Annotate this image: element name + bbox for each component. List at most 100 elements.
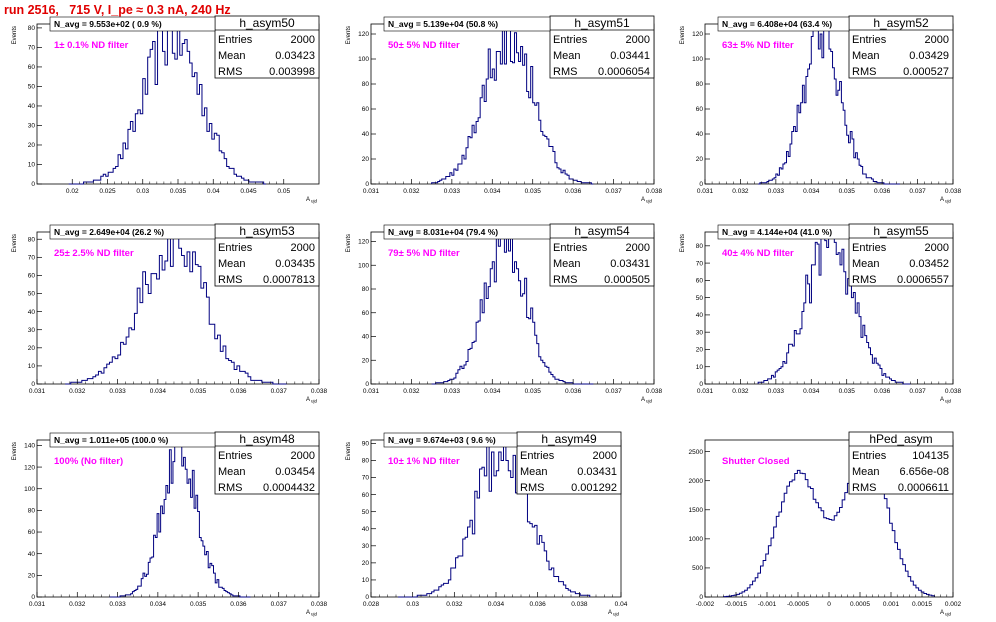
run-title: run 2516, 715 V, I_pe ≈ 0.3 nA, 240 Hz bbox=[4, 3, 231, 17]
y-tick-label: 0 bbox=[365, 181, 369, 188]
n-avg-box: N_avg = 6.408e+04 (63.4 %) bbox=[717, 16, 850, 32]
y-tick-label: 80 bbox=[362, 286, 370, 293]
y-tick-label: 80 bbox=[28, 236, 36, 243]
stat-label: RMS bbox=[218, 482, 242, 494]
histogram-panel-h_asym49: 0.028 0.03 0.032 0.034 0.036 0.038 0.04 0 10 20 30… bbox=[346, 431, 628, 617]
x-tick-label: -0.001 bbox=[758, 601, 777, 608]
y-tick-label: 120 bbox=[692, 31, 703, 38]
y-axis-label: Events bbox=[12, 442, 18, 460]
stats-box: h_asym48 Entries 2000 Mean 0.03454 RMS 0.00044… bbox=[214, 431, 320, 495]
y-tick-label: 40 bbox=[28, 551, 36, 558]
x-tick-label: 0.038 bbox=[311, 388, 328, 395]
stat-label: Mean bbox=[852, 258, 880, 270]
n-avg-label: N_avg = 4.144e+04 (41.0 %) bbox=[722, 227, 832, 237]
stats-box: h_asym50 Entries 2000 Mean 0.03423 RMS 0.00399… bbox=[214, 15, 320, 79]
x-tick-label: 0.033 bbox=[109, 388, 126, 395]
y-tick-label: 50 bbox=[28, 291, 36, 298]
y-tick-label: 30 bbox=[28, 123, 36, 130]
stat-value: 0.03429 bbox=[909, 50, 949, 62]
y-tick-label: 80 bbox=[362, 458, 370, 465]
y-tick-label: 10 bbox=[28, 363, 36, 370]
stat-label: RMS bbox=[520, 482, 544, 494]
stat-value: 0.03441 bbox=[610, 50, 650, 62]
x-tick-label: 0.031 bbox=[363, 188, 380, 195]
y-tick-label: 20 bbox=[696, 156, 704, 163]
x-tick-label: 0.036 bbox=[565, 388, 582, 395]
y-tick-label: 500 bbox=[692, 565, 703, 572]
x-tick-label: 0.034 bbox=[488, 601, 505, 608]
x-tick-label: 0.032 bbox=[732, 188, 749, 195]
n-avg-box: N_avg = 2.649e+04 (26.2 %) bbox=[49, 224, 216, 240]
x-tick-label: 0.032 bbox=[446, 601, 463, 608]
n-avg-box: N_avg = 4.144e+04 (41.0 %) bbox=[717, 224, 850, 240]
histogram-name: h_asym53 bbox=[239, 224, 295, 238]
x-tick-label: 0.04 bbox=[615, 601, 628, 608]
x-tick-label: 0.037 bbox=[909, 188, 926, 195]
stat-label: Entries bbox=[852, 34, 887, 46]
filter-note: Shutter Closed bbox=[722, 456, 790, 467]
stat-label: Entries bbox=[852, 242, 887, 254]
y-tick-label: 0 bbox=[365, 381, 369, 388]
y-tick-label: 80 bbox=[696, 243, 704, 250]
stat-value: 0.03452 bbox=[909, 258, 949, 270]
histogram-bins bbox=[723, 448, 935, 598]
n-avg-label: N_avg = 9.674e+03 ( 9.6 %) bbox=[388, 435, 496, 445]
stat-label: Mean bbox=[553, 50, 581, 62]
stats-box: h_asym49 Entries 2000 Mean 0.03431 RMS 0.00129… bbox=[516, 431, 622, 495]
y-tick-label: 60 bbox=[696, 278, 704, 285]
y-tick-label: 30 bbox=[696, 329, 704, 336]
x-tick-label: 0.036 bbox=[874, 188, 891, 195]
stat-value: 0.000505 bbox=[604, 274, 650, 286]
histogram-panel-hPed_asym: -0.002 -0.0015 -0.001 -0.0005 0 0.0005 0.001 0.… bbox=[689, 431, 962, 617]
x-tick-label: 0.025 bbox=[99, 188, 116, 195]
filter-note: 1± 0.1% ND filter bbox=[54, 40, 129, 51]
y-tick-label: 60 bbox=[362, 492, 370, 499]
x-tick-label: 0.033 bbox=[444, 188, 461, 195]
y-tick-label: 80 bbox=[696, 81, 704, 88]
histogram-bins bbox=[431, 23, 594, 185]
stat-label: Mean bbox=[553, 258, 581, 270]
y-tick-label: 10 bbox=[28, 162, 36, 169]
stat-label: RMS bbox=[218, 274, 242, 286]
histogram-name: h_asym55 bbox=[873, 224, 929, 238]
x-tick-label: 0.034 bbox=[150, 388, 167, 395]
stat-value: 0.03423 bbox=[275, 50, 315, 62]
stat-value: 0.003998 bbox=[269, 66, 315, 78]
stats-box: h_asym52 Entries 2000 Mean 0.03429 RMS 0.00052… bbox=[848, 15, 954, 79]
histogram-outline bbox=[723, 448, 935, 598]
stat-label: Mean bbox=[852, 50, 880, 62]
x-tick-label: 0.035 bbox=[190, 601, 207, 608]
x-axis-label: Aujd bbox=[306, 197, 318, 204]
histogram-bins bbox=[431, 231, 594, 385]
y-tick-label: 120 bbox=[358, 31, 369, 38]
x-tick-label: 0.032 bbox=[403, 388, 420, 395]
n-avg-label: N_avg = 9.553e+02 ( 0.9 %) bbox=[54, 19, 162, 29]
x-axis-label: Aujd bbox=[940, 397, 952, 404]
stat-value: 0.03431 bbox=[577, 466, 617, 478]
histogram-panel-h_asym53: 0.031 0.032 0.033 0.034 0.035 0.036 0.037 0.038… bbox=[12, 223, 328, 404]
n-avg-box: N_avg = 9.553e+02 ( 0.9 %) bbox=[49, 16, 216, 32]
y-tick-label: 20 bbox=[362, 357, 370, 364]
stat-value: 0.000527 bbox=[903, 66, 949, 78]
y-tick-label: 100 bbox=[358, 56, 369, 63]
histogram-bins bbox=[757, 231, 911, 385]
y-tick-label: 20 bbox=[696, 347, 704, 354]
y-tick-label: 20 bbox=[28, 573, 36, 580]
stat-label: Mean bbox=[218, 50, 246, 62]
stat-value: 0.03431 bbox=[610, 258, 650, 270]
x-tick-label: 0.05 bbox=[277, 188, 290, 195]
x-tick-label: 0.034 bbox=[484, 188, 501, 195]
stat-label: RMS bbox=[553, 66, 577, 78]
x-tick-label: 0.031 bbox=[29, 601, 46, 608]
y-tick-label: 0 bbox=[31, 181, 35, 188]
stats-box: h_asym54 Entries 2000 Mean 0.03431 RMS 0.00050… bbox=[549, 223, 655, 287]
y-tick-label: 0 bbox=[699, 381, 703, 388]
y-tick-label: 70 bbox=[28, 255, 36, 262]
stat-value: 0.0006611 bbox=[898, 482, 949, 494]
histogram-panel-h_asym54: 0.031 0.032 0.033 0.034 0.035 0.036 0.037 0.038… bbox=[346, 223, 663, 404]
stat-label: RMS bbox=[218, 66, 242, 78]
x-tick-label: 0.034 bbox=[803, 388, 820, 395]
x-axis-label: Aujd bbox=[306, 397, 318, 404]
x-tick-label: -0.0015 bbox=[725, 601, 747, 608]
